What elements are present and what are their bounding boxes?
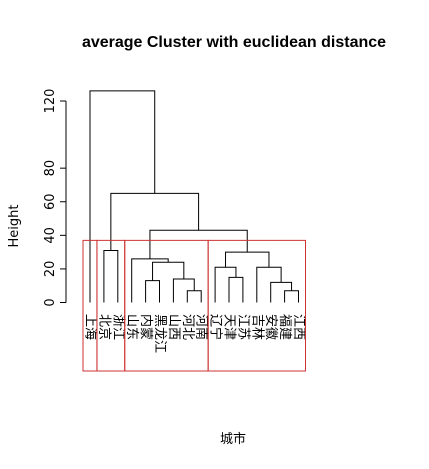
leaf-label: 黑龙江 bbox=[152, 314, 167, 353]
merge-link bbox=[145, 280, 160, 303]
cluster-box bbox=[207, 239, 307, 372]
leaf-label: 河南 bbox=[194, 314, 210, 340]
x-axis-label: 城市 bbox=[220, 431, 246, 447]
cluster-box bbox=[96, 239, 126, 372]
merge-link bbox=[228, 276, 244, 303]
leaf-label: 山东 bbox=[124, 314, 139, 340]
leaf-label: 上海 bbox=[83, 314, 98, 340]
y-tick-label: 60 bbox=[43, 193, 58, 210]
leaf-label: 天津 bbox=[222, 314, 237, 340]
y-tick-label: 40 bbox=[43, 227, 58, 244]
leaf-label: 江西 bbox=[291, 314, 306, 340]
dendrogram-tree bbox=[89, 90, 299, 303]
y-axis: 0 20 40 60 80 120 bbox=[43, 89, 67, 307]
leaf-label: 福建 bbox=[277, 314, 292, 340]
merge-link bbox=[256, 266, 282, 303]
leaf-label: 北京 bbox=[96, 314, 111, 340]
merge-link bbox=[152, 261, 185, 281]
y-tick-label: 20 bbox=[43, 261, 58, 278]
merge-link bbox=[131, 258, 169, 303]
y-tick-label: 80 bbox=[43, 160, 58, 177]
leaf-label: 安徽 bbox=[263, 314, 278, 340]
y-tick-label: 120 bbox=[43, 89, 58, 114]
merge-link bbox=[225, 251, 270, 268]
merge-link bbox=[149, 229, 248, 259]
merge-link bbox=[110, 192, 200, 251]
leaf-label: 内蒙 bbox=[138, 314, 154, 340]
y-axis-label: Height bbox=[7, 205, 22, 248]
merge-link bbox=[270, 281, 293, 303]
merge-link bbox=[214, 266, 237, 303]
merge-link bbox=[103, 249, 119, 303]
merge-link bbox=[186, 290, 202, 303]
leaf-label: 浙江 bbox=[110, 314, 125, 340]
leaf-label: 辽宁 bbox=[208, 314, 224, 340]
merge-link bbox=[172, 278, 195, 303]
merge-link bbox=[89, 90, 156, 303]
leaf-label: 河北 bbox=[180, 314, 195, 340]
cluster-boxes bbox=[82, 239, 307, 372]
chart-title: average Cluster with euclidean distance bbox=[82, 34, 386, 51]
y-tick-label: 0 bbox=[43, 298, 58, 306]
leaf-label: 江苏 bbox=[235, 314, 251, 340]
leaf-label: 吉林 bbox=[249, 314, 264, 340]
leaf-label: 山西 bbox=[166, 314, 181, 340]
merge-link bbox=[284, 290, 299, 303]
